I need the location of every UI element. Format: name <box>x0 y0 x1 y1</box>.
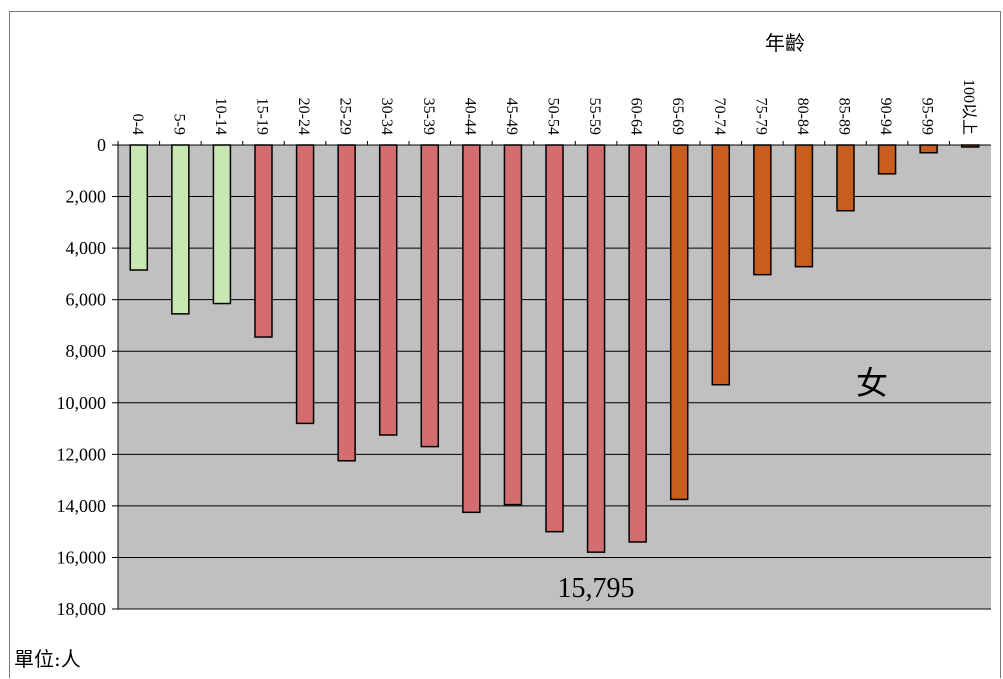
bar-25-29 <box>337 144 356 462</box>
bar-0-4 <box>129 144 149 271</box>
x-tick-label: 45-49 <box>503 98 520 135</box>
x-tick-label: 65-69 <box>669 98 686 135</box>
bar-60-64 <box>628 144 647 543</box>
x-tick-label: 15-19 <box>254 98 271 135</box>
bar-80-84 <box>794 144 814 268</box>
series-label-female: 女 <box>856 364 888 402</box>
x-tick-label: 60-64 <box>628 98 645 135</box>
x-tick-label: 100以上 <box>960 79 978 135</box>
y-tick-label: 4,000 <box>66 238 107 258</box>
bar-45-49 <box>503 144 523 506</box>
bar-85-89 <box>836 144 855 212</box>
y-tick-label: 12,000 <box>57 444 107 464</box>
x-tick-label: 95-99 <box>919 98 936 135</box>
population-bar-chart: 0 2,000 4,000 6,000 8,000 10,000 12,000 14,000 1… <box>14 31 991 671</box>
y-tick-label: 0 <box>97 135 106 155</box>
x-tick-label: 90-94 <box>877 98 894 135</box>
x-tick-label: 55-59 <box>586 98 603 135</box>
y-tick-label: 18,000 <box>57 599 107 619</box>
x-tick-label: 40-44 <box>461 98 478 135</box>
y-tick-label: 8,000 <box>66 341 107 361</box>
bar-15-19 <box>254 144 273 338</box>
y-tick-label: 16,000 <box>57 547 107 567</box>
bar-5-9 <box>171 144 190 315</box>
bar-55-59 <box>586 144 606 553</box>
x-tick-label: 10-14 <box>212 98 229 135</box>
x-tick-label: 50-54 <box>545 98 562 135</box>
x-tick-label: 5-9 <box>170 114 187 135</box>
x-tick-label: 30-34 <box>378 98 395 135</box>
bar-20-24 <box>295 144 315 425</box>
x-tick-label: 75-79 <box>752 98 769 135</box>
chart-frame: 0 2,000 4,000 6,000 8,000 10,000 12,000 14,000 1… <box>9 11 1001 678</box>
bar-30-34 <box>378 144 398 436</box>
y-tick-label: 10,000 <box>57 393 107 413</box>
bar-90-94 <box>877 144 897 175</box>
bar-65-69 <box>669 144 689 501</box>
bar-95-99 <box>919 144 938 154</box>
x-tick-label: 80-84 <box>794 98 811 135</box>
x-tick-label: 25-29 <box>337 98 354 135</box>
bar-70-74 <box>711 144 731 386</box>
x-tick-label: 0-4 <box>129 114 146 135</box>
bar-100以上 <box>960 144 980 148</box>
x-axis-title: 年齡 <box>765 31 805 55</box>
unit-note: 單位:人 <box>14 647 81 671</box>
bar-35-39 <box>420 144 440 448</box>
bar-10-14 <box>212 144 232 305</box>
x-tick-label: 20-24 <box>295 98 312 135</box>
bar-40-44 <box>462 144 481 514</box>
x-tick-label: 35-39 <box>420 98 437 135</box>
y-tick-label: 6,000 <box>66 290 107 310</box>
y-tick-label: 14,000 <box>57 496 107 516</box>
y-tick-label: 2,000 <box>66 187 107 207</box>
x-tick-label: 70-74 <box>711 98 728 135</box>
max-value-label: 15,795 <box>558 573 635 604</box>
x-tick-label: 85-89 <box>836 98 853 135</box>
bar-50-54 <box>545 144 564 533</box>
bar-75-79 <box>753 144 772 276</box>
